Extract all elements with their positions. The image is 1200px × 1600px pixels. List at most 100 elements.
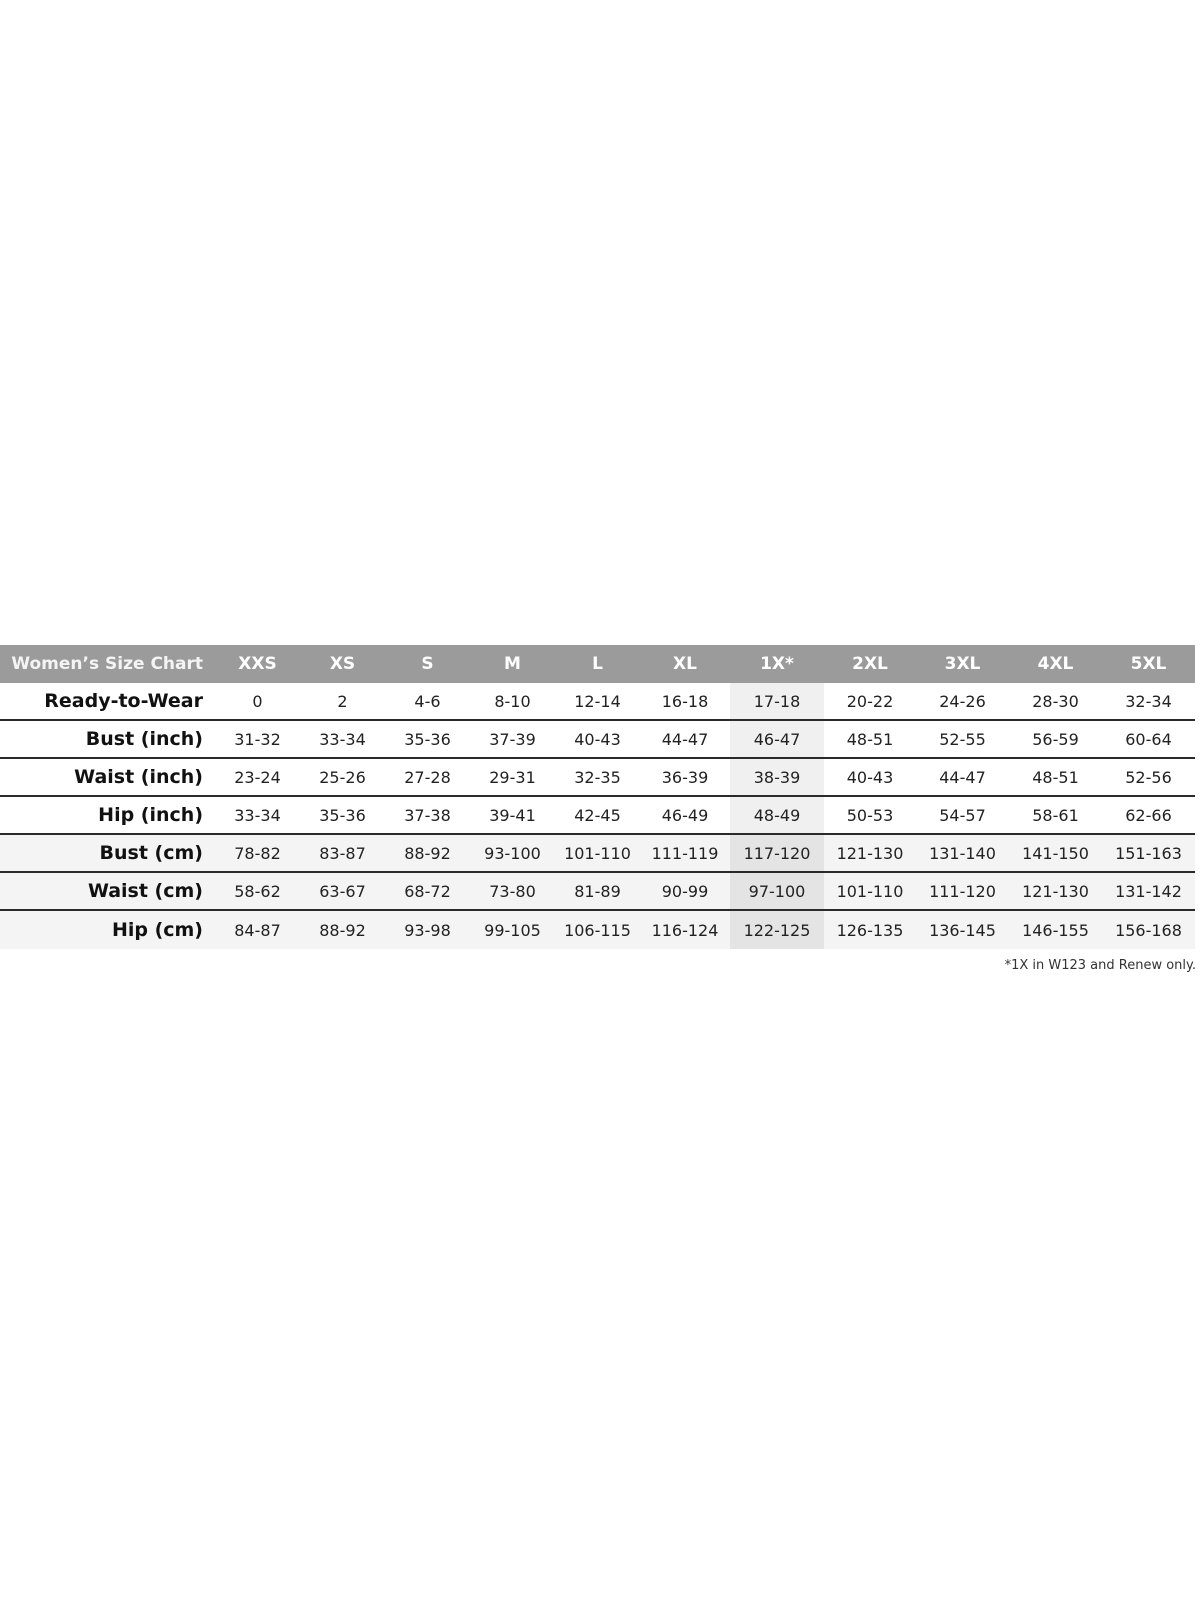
table-cell: 90-99 — [661, 881, 709, 901]
table-cell: 62-66 — [1125, 805, 1172, 825]
table-cell: 97-100 — [730, 873, 824, 909]
table-cell: 28-30 — [1032, 691, 1079, 711]
table-cell: 93-100 — [484, 843, 541, 863]
table-cell: 121-130 — [836, 843, 904, 863]
table-row: Bust (cm) 78-82 83-87 88-92 93-100 101-110 111… — [0, 835, 1195, 873]
table-cell: 111-120 — [929, 881, 996, 901]
table-cell: 83-87 — [319, 843, 366, 863]
table-cell: 63-67 — [319, 881, 366, 901]
table-cell: 39-41 — [489, 805, 536, 825]
table-cell: 156-168 — [1115, 920, 1182, 940]
table-cell: 33-34 — [234, 805, 281, 825]
table-cell: 52-55 — [939, 729, 986, 749]
table-cell: 35-36 — [319, 805, 366, 825]
table-cell: 126-135 — [836, 920, 904, 940]
table-cell: 146-155 — [1022, 920, 1089, 940]
size-chart-table: Women’s Size Chart XXS XS S M L XL 1X* 2XL 3XL 4XL… — [0, 645, 1195, 949]
table-cell: 116-124 — [651, 920, 719, 940]
table-cell: 23-24 — [234, 767, 281, 787]
table-cell: 35-36 — [404, 729, 451, 749]
table-row: Hip (inch) 33-34 35-36 37-38 39-41 42-45 46-49… — [0, 797, 1195, 835]
size-header: XS — [329, 654, 356, 674]
table-row: Bust (inch) 31-32 33-34 35-36 37-39 40-43 44-4… — [0, 721, 1195, 759]
size-header: 2XL — [852, 654, 888, 674]
table-cell: 46-47 — [730, 721, 824, 757]
table-cell: 60-64 — [1125, 729, 1172, 749]
table-cell: 4-6 — [414, 691, 441, 711]
table-cell: 16-18 — [661, 691, 709, 711]
table-cell: 101-110 — [564, 843, 631, 863]
table-cell: 122-125 — [730, 911, 824, 949]
table-cell: 48-51 — [1032, 767, 1079, 787]
table-cell: 17-18 — [730, 683, 824, 719]
table-cell: 99-105 — [484, 920, 541, 940]
table-cell: 121-130 — [1022, 881, 1089, 901]
table-cell: 78-82 — [234, 843, 281, 863]
table-cell: 111-119 — [651, 843, 719, 863]
table-cell: 36-39 — [661, 767, 709, 787]
table-row: Ready-to-Wear 0 2 4-6 8-10 12-14 16-18 17-18 20-… — [0, 683, 1195, 721]
table-cell: 31-32 — [234, 729, 281, 749]
size-header: M — [504, 654, 521, 674]
size-header: 5XL — [1130, 654, 1167, 674]
table-cell: 48-51 — [846, 729, 894, 749]
table-cell: 25-26 — [319, 767, 366, 787]
table-cell: 29-31 — [489, 767, 536, 787]
table-cell: 27-28 — [404, 767, 451, 787]
table-cell: 32-34 — [1125, 691, 1172, 711]
size-header: S — [421, 654, 434, 674]
table-cell: 12-14 — [574, 691, 621, 711]
table-cell: 33-34 — [319, 729, 366, 749]
size-header: L — [592, 654, 603, 674]
table-cell: 93-98 — [404, 920, 451, 940]
size-header: XL — [673, 654, 697, 674]
table-row: Waist (inch) 23-24 25-26 27-28 29-31 32-35 36-… — [0, 759, 1195, 797]
table-cell: 131-142 — [1115, 881, 1182, 901]
table-cell: 84-87 — [234, 920, 281, 940]
table-cell: 37-38 — [404, 805, 451, 825]
table-cell: 73-80 — [489, 881, 536, 901]
table-cell: 42-45 — [574, 805, 621, 825]
table-cell: 106-115 — [564, 920, 631, 940]
table-cell: 52-56 — [1125, 767, 1172, 787]
row-label: Ready-to-Wear — [44, 690, 203, 712]
table-row: Waist (cm) 58-62 63-67 68-72 73-80 81-89 90-99… — [0, 873, 1195, 911]
table-cell: 44-47 — [661, 729, 709, 749]
table-cell: 81-89 — [574, 881, 621, 901]
table-cell: 131-140 — [929, 843, 996, 863]
row-label: Bust (cm) — [99, 842, 203, 864]
table-cell: 151-163 — [1115, 843, 1182, 863]
table-cell: 88-92 — [319, 920, 366, 940]
table-cell: 56-59 — [1032, 729, 1079, 749]
table-cell: 141-150 — [1022, 843, 1089, 863]
size-header: 1X* — [730, 645, 824, 683]
table-cell: 54-57 — [939, 805, 986, 825]
table-cell: 8-10 — [494, 691, 531, 711]
row-label: Waist (inch) — [74, 766, 203, 788]
table-cell: 37-39 — [489, 729, 536, 749]
row-label: Bust (inch) — [85, 728, 203, 750]
table-cell: 68-72 — [404, 881, 451, 901]
size-header: 4XL — [1037, 654, 1074, 674]
size-header: 3XL — [944, 654, 981, 674]
table-cell: 58-61 — [1032, 805, 1079, 825]
size-header: XXS — [238, 654, 277, 674]
row-label: Waist (cm) — [87, 880, 203, 902]
row-label: Hip (cm) — [111, 919, 203, 941]
chart-title: Women’s Size Chart — [11, 654, 203, 674]
table-cell: 40-43 — [574, 729, 621, 749]
table-cell: 0 — [252, 691, 263, 711]
table-cell: 136-145 — [929, 920, 996, 940]
table-row: Hip (cm) 84-87 88-92 93-98 99-105 106-115 116-… — [0, 911, 1195, 949]
table-cell: 24-26 — [939, 691, 986, 711]
table-cell: 117-120 — [730, 835, 824, 871]
table-cell: 38-39 — [730, 759, 824, 795]
row-label: Hip (inch) — [98, 804, 203, 826]
table-cell: 46-49 — [661, 805, 709, 825]
table-cell: 44-47 — [939, 767, 986, 787]
table-cell: 40-43 — [846, 767, 894, 787]
footnote: *1X in W123 and Renew only. — [1004, 958, 1196, 973]
table-cell: 32-35 — [574, 767, 621, 787]
table-cell: 48-49 — [730, 797, 824, 833]
table-cell: 101-110 — [836, 881, 904, 901]
